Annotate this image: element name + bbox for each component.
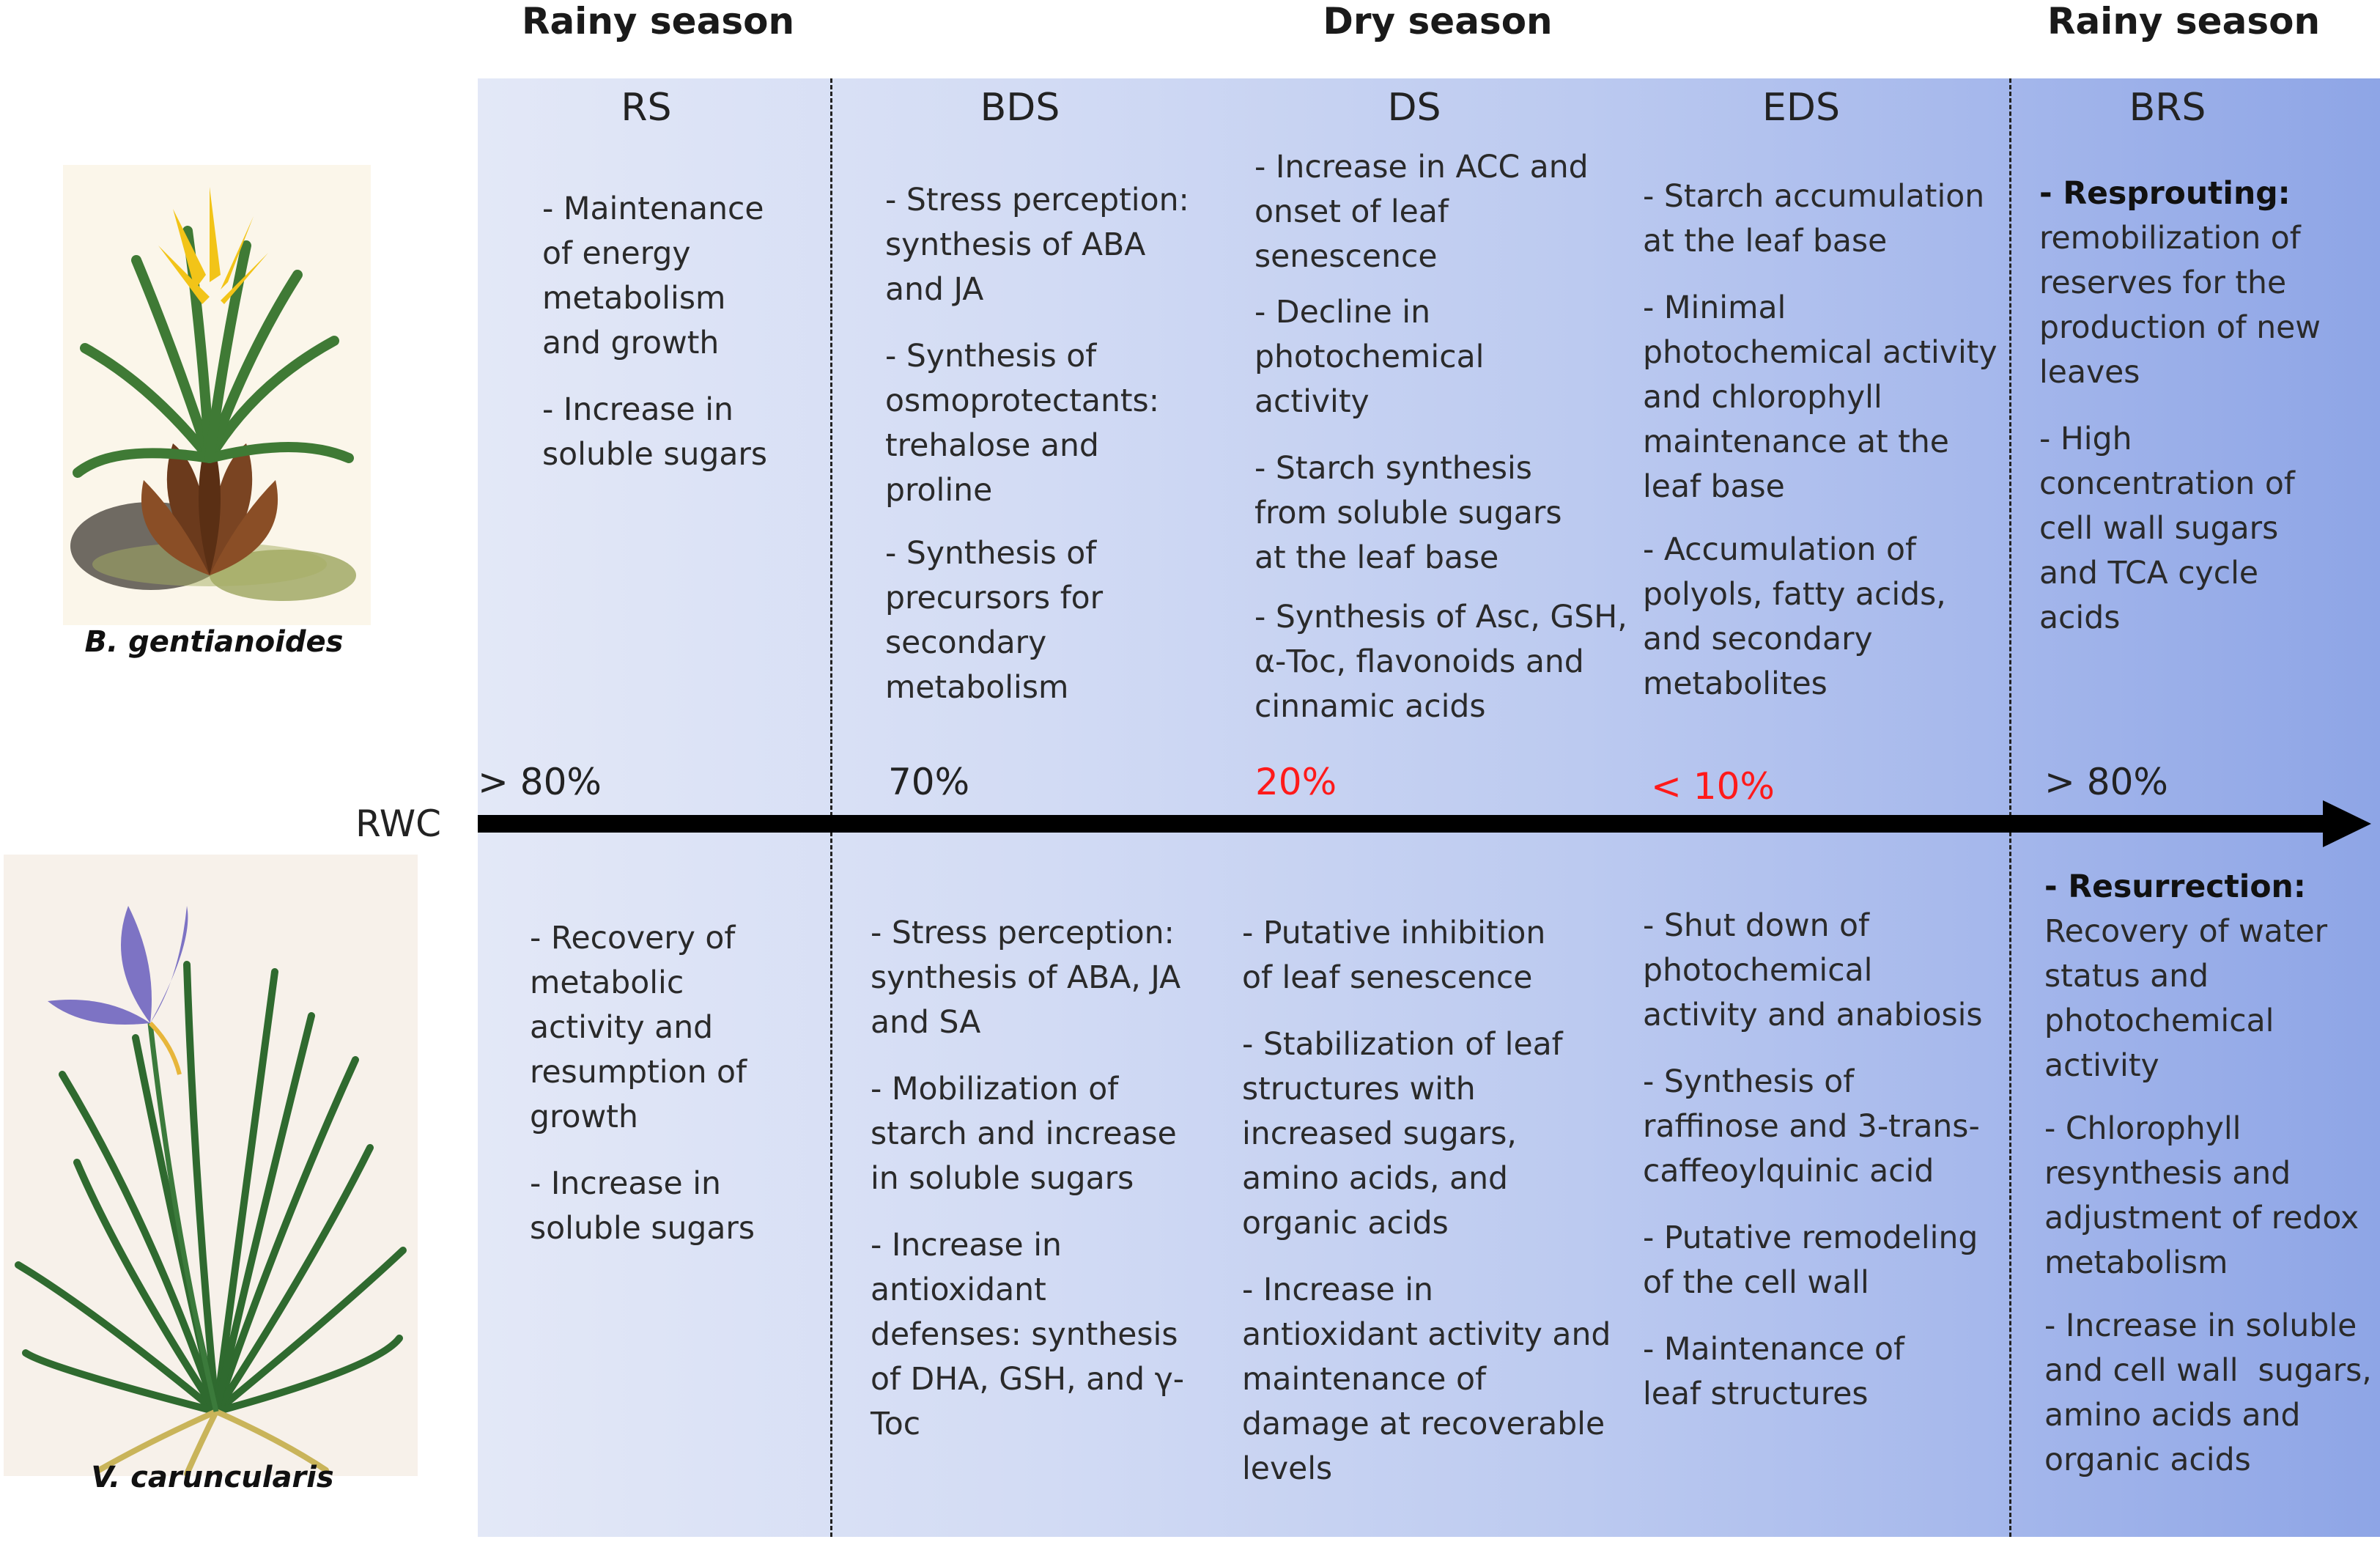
v-caruncularis-illustration [4,855,418,1477]
note-item: - Putative remodeling of the cell wall [1643,1220,1978,1301]
rwc-value-bds: 70% [888,761,970,803]
note-item: - Synthesis of precursors for secondary … [885,536,1104,706]
bottom-notes-eds: - Shut down of photochemical activity an… [1643,904,1983,1417]
phase-label-eds: EDS [1762,86,1840,130]
note-item: - Mobilization of starch and increase in… [871,1071,1177,1197]
note-item: - Resprouting: [2039,171,2321,216]
top-notes-ds: - Increase in ACC and onset of leaf sene… [1254,145,1627,729]
note-item: - Shut down of photochemical activity an… [1643,908,1983,1033]
note-item: - Decline in photochemical activity [1254,295,1485,420]
note-item: - Resurrection: [2044,865,2372,910]
note-item: - Increase in ACC and onset of leaf sene… [1254,150,1589,275]
note-item: - Recovery of metabolic activity and res… [530,921,747,1135]
species-label-bottom: V. caruncularis [91,1461,334,1494]
bromeliad-icon [70,187,356,601]
rwc-axis-label: RWC [355,803,442,845]
note-item: - Accumulation of polyols, fatty acids, … [1643,532,1946,702]
note-item: - Increase in soluble sugars [530,1166,755,1247]
season-header-rainy-start: Rainy season [521,0,795,43]
phase-label-bds: BDS [980,86,1060,130]
note-item: - Increase in antioxidant defenses: synt… [871,1228,1185,1442]
divider-eds-brs [2009,78,2011,1537]
resprouting-heading: - Resprouting: [2039,176,2291,212]
note-item: - Synthesis of Asc, GSH, α-Toc, flavonoi… [1254,600,1627,725]
note-item: - Minimal photochemical activity and chl… [1643,290,1998,505]
note-item: - Stress perception: synthesis of ABA, J… [871,915,1181,1041]
note-item: Recovery of water status and photochemic… [2044,914,2328,1084]
timeline-panel [478,78,2380,1537]
season-header-rainy-end: Rainy season [2047,0,2321,43]
b-gentianoides-illustration [63,165,371,625]
note-item: - High concentration of cell wall sugars… [2039,421,2295,636]
note-item: - Increase in antioxidant activity and m… [1242,1272,1611,1487]
rwc-arrow-shaft [478,815,2332,833]
note-item: - Maintenance of leaf structures [1643,1332,1905,1412]
note-item: - Increase in soluble sugars [542,392,768,473]
note-item: remobilization of reserves for the produ… [2039,221,2321,391]
bottom-notes-brs: - Resurrection: Recovery of water status… [2044,865,2372,1483]
bottom-notes-ds: - Putative inhibition of leaf senescence… [1242,911,1611,1491]
phase-label-ds: DS [1387,86,1441,130]
note-item: - Starch synthesis from soluble sugars a… [1254,451,1562,576]
rwc-value-brs: > 80% [2044,761,2168,803]
bottom-notes-bds: - Stress perception: synthesis of ABA, J… [871,911,1184,1447]
top-notes-brs: - Resprouting: remobilization of reserve… [2039,171,2321,641]
species-label-top: B. gentianoides [84,625,344,659]
iris-plant-icon [15,906,407,1477]
top-notes-eds: - Starch accumulation at the leaf base -… [1643,174,1998,707]
note-item: - Stress perception: synthesis of ABA an… [885,182,1189,308]
note-item: - Synthesis of raffinose and 3-trans- ca… [1643,1064,1980,1189]
bottom-notes-rs: - Recovery of metabolic activity and res… [530,916,755,1251]
rwc-value-eds: < 10% [1651,765,1775,808]
phase-label-brs: BRS [2129,86,2206,130]
phase-label-rs: RS [621,86,672,130]
rwc-value-ds: 20% [1255,761,1337,803]
note-item: - Starch accumulation at the leaf base [1643,179,1985,259]
top-notes-bds: - Stress perception: synthesis of ABA an… [885,178,1189,710]
divider-rs-bds [830,78,832,1537]
note-item: - Maintenance of energy metabolism and g… [542,191,764,361]
top-notes-rs: - Maintenance of energy metabolism and g… [542,187,767,477]
rwc-value-rs: > 80% [478,761,602,803]
note-item: - Synthesis of osmoprotectants: trehalos… [885,339,1160,509]
season-header-dry: Dry season [1323,0,1553,43]
note-item: - Increase in soluble and cell wall suga… [2044,1308,2372,1478]
note-item: - Stabilization of leaf structures with … [1242,1027,1563,1242]
note-item: - Chlorophyll resynthesis and adjustment… [2044,1111,2359,1281]
arrow-right-icon [2323,800,2371,847]
resurrection-heading: - Resurrection: [2044,869,2306,905]
note-item: - Putative inhibition of leaf senescence [1242,915,1546,996]
